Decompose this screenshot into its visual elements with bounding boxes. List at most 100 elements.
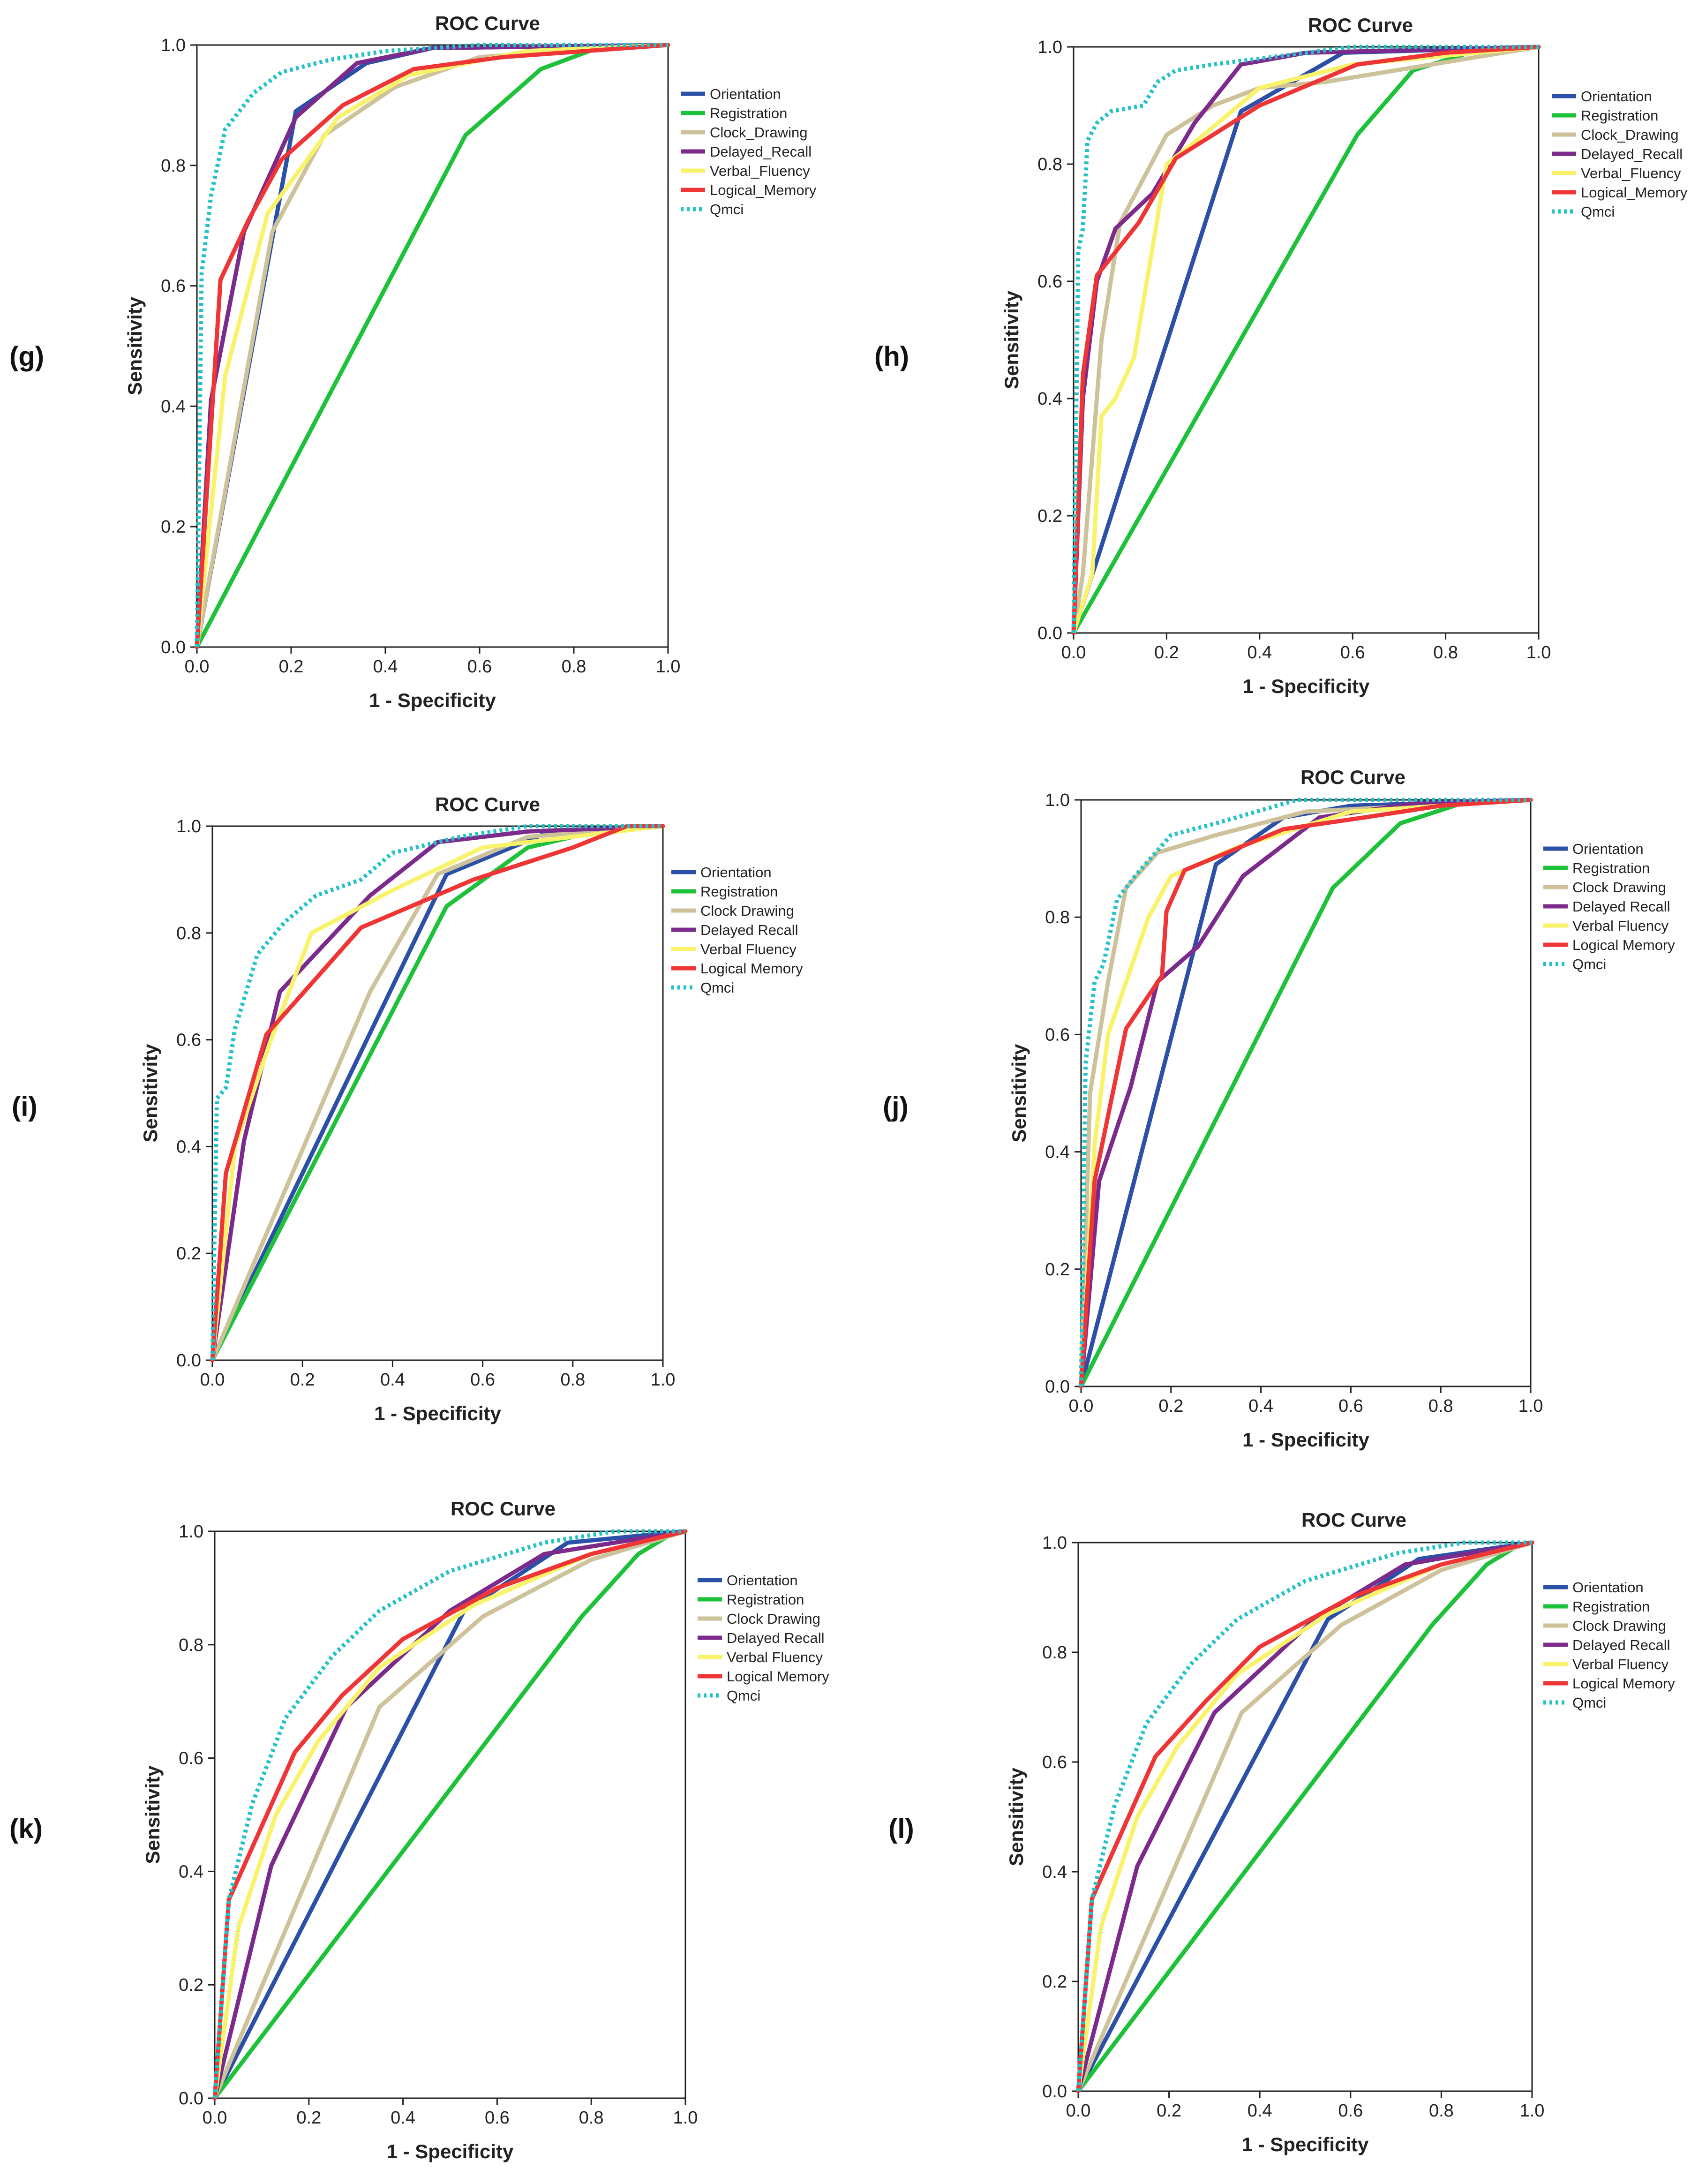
panel-label: (g) bbox=[9, 341, 44, 372]
y-tick-label: 0.0 bbox=[1042, 2082, 1067, 2101]
x-tick-label: 0.8 bbox=[1428, 1396, 1453, 1416]
y-tick-label: 0.2 bbox=[1042, 1972, 1067, 1992]
y-tick-label: 0.2 bbox=[176, 1244, 201, 1264]
x-tick-label: 0.2 bbox=[1154, 643, 1179, 663]
x-axis-label: 1 - Specificity bbox=[374, 1402, 501, 1424]
series-line-clock-drawing bbox=[1071, 45, 1541, 635]
legend-label: Qmci bbox=[710, 201, 744, 218]
y-tick-label: 0.4 bbox=[1037, 389, 1062, 409]
y-tick-label: 0.0 bbox=[1037, 624, 1062, 643]
series-line-clock-drawing bbox=[1076, 1540, 1534, 2094]
series-line-delayed-recall bbox=[212, 1529, 688, 2101]
legend-label: Logical_Memory bbox=[710, 182, 817, 198]
legend-label: Registration bbox=[1572, 1598, 1650, 1615]
plot-frame bbox=[214, 1530, 686, 2099]
x-tick-label: 1.0 bbox=[1518, 1396, 1543, 1416]
series-line-qmci bbox=[1071, 45, 1539, 633]
y-axis-label: Sensitivity bbox=[139, 1044, 161, 1143]
x-tick-label: 0.2 bbox=[290, 1370, 315, 1390]
x-tick-label: 0.8 bbox=[579, 2108, 604, 2128]
x-axis-label: 1 - Specificity bbox=[369, 689, 496, 711]
panel-label: (k) bbox=[9, 1814, 43, 1844]
legend-label: Logical Memory bbox=[727, 1668, 829, 1685]
series-line-clock-drawing bbox=[1079, 798, 1533, 1389]
chart-title: ROC Curve bbox=[1301, 1509, 1406, 1531]
y-axis-label: Sensitivity bbox=[1000, 290, 1022, 389]
x-tick-label: 0.2 bbox=[1157, 2101, 1181, 2121]
y-tick-label: 1.0 bbox=[1045, 791, 1070, 810]
series-line-delayed-recall bbox=[195, 43, 670, 649]
y-tick-label: 0.6 bbox=[179, 1749, 203, 1769]
series-line-orientation bbox=[1071, 45, 1541, 635]
legend-label: Qmci bbox=[727, 1687, 760, 1704]
legend-label: Delayed Recall bbox=[700, 922, 798, 938]
legend-label: Clock_Drawing bbox=[1581, 127, 1678, 143]
series-line-logical-memory bbox=[1076, 1540, 1534, 2094]
series-line-clock-drawing bbox=[195, 43, 670, 649]
x-tick-label: 1.0 bbox=[1526, 643, 1551, 663]
series-line-registration bbox=[1071, 45, 1541, 635]
x-tick-label: 0.6 bbox=[1338, 1396, 1363, 1416]
y-tick-label: 0.2 bbox=[1037, 506, 1062, 526]
series-line-logical-memory bbox=[212, 1529, 688, 2101]
legend-label: Delayed Recall bbox=[1572, 1637, 1670, 1653]
legend-label: Verbal Fluency bbox=[700, 941, 797, 957]
legend-label: Logical Memory bbox=[700, 960, 803, 977]
y-tick-label: 0.6 bbox=[1045, 1025, 1070, 1045]
legend: Orientation Registration Clock Drawing Dela… bbox=[1543, 1579, 1675, 1711]
series-line-verbal-fluency bbox=[1071, 45, 1541, 635]
x-tick-label: 0.6 bbox=[1340, 643, 1365, 663]
legend-label: Delayed Recall bbox=[1572, 898, 1670, 915]
legend-label: Logical_Memory bbox=[1581, 184, 1688, 201]
y-tick-label: 1.0 bbox=[1037, 38, 1062, 57]
plot-frame bbox=[211, 825, 664, 1361]
series-line-registration bbox=[195, 43, 670, 649]
y-tick-label: 0.6 bbox=[1037, 272, 1062, 292]
y-tick-label: 0.8 bbox=[161, 156, 186, 176]
series-line-delayed-recall bbox=[1076, 1540, 1534, 2094]
x-tick-label: 0.2 bbox=[279, 657, 304, 677]
legend: Orientation Registration Clock_Drawing Dela… bbox=[681, 86, 817, 218]
panel-label: (j) bbox=[883, 1092, 909, 1122]
y-tick-label: 0.8 bbox=[176, 924, 201, 943]
series-line-logical-memory bbox=[1079, 798, 1533, 1389]
legend-label: Qmci bbox=[1572, 956, 1606, 972]
legend-label: Verbal_Fluency bbox=[1581, 165, 1681, 181]
x-tick-label: 0.4 bbox=[1248, 1396, 1273, 1416]
series-line-registration bbox=[1079, 798, 1533, 1389]
y-tick-label: 1.0 bbox=[179, 1522, 203, 1542]
legend-label: Logical Memory bbox=[1572, 937, 1675, 953]
x-tick-label: 0.0 bbox=[203, 2108, 227, 2128]
x-tick-label: 0.2 bbox=[1158, 1396, 1183, 1416]
legend: Orientation Registration Clock Drawing Dela… bbox=[698, 1572, 829, 1704]
x-axis-label: 1 - Specificity bbox=[1242, 1429, 1369, 1451]
chart-title: ROC Curve bbox=[451, 1498, 556, 1520]
y-tick-label: 0.4 bbox=[179, 1862, 203, 1882]
series-line-verbal-fluency bbox=[1079, 798, 1533, 1389]
legend-label: Qmci bbox=[700, 979, 734, 996]
series-line-logical-memory bbox=[1071, 45, 1541, 635]
chart-title: ROC Curve bbox=[1300, 766, 1405, 788]
x-tick-label: 0.6 bbox=[1338, 2101, 1363, 2121]
legend-label: Verbal Fluency bbox=[727, 1649, 823, 1665]
series-line-orientation bbox=[195, 43, 670, 649]
series-line-verbal-fluency bbox=[212, 1529, 688, 2101]
x-tick-label: 0.0 bbox=[200, 1370, 225, 1390]
series-line-orientation bbox=[212, 1529, 688, 2101]
y-tick-label: 0.4 bbox=[176, 1137, 201, 1157]
y-tick-label: 1.0 bbox=[161, 36, 186, 55]
series-line-qmci bbox=[210, 824, 663, 1361]
x-tick-label: 0.0 bbox=[1069, 1396, 1094, 1416]
panel-label: (h) bbox=[874, 341, 909, 372]
legend-label: Clock Drawing bbox=[700, 903, 794, 919]
series-line-logical-memory bbox=[210, 824, 665, 1363]
plot-frame bbox=[196, 44, 669, 648]
series-line-delayed-recall bbox=[1079, 798, 1533, 1389]
legend-label: Registration bbox=[1581, 107, 1658, 124]
series-line-registration bbox=[1076, 1540, 1534, 2094]
x-tick-label: 0.8 bbox=[1433, 643, 1458, 663]
y-tick-label: 0.8 bbox=[179, 1635, 203, 1655]
y-axis-label: Sensitivity bbox=[1005, 1767, 1027, 1866]
legend: Orientation Registration Clock Drawing Dela… bbox=[671, 864, 803, 996]
x-tick-label: 1.0 bbox=[673, 2108, 698, 2128]
